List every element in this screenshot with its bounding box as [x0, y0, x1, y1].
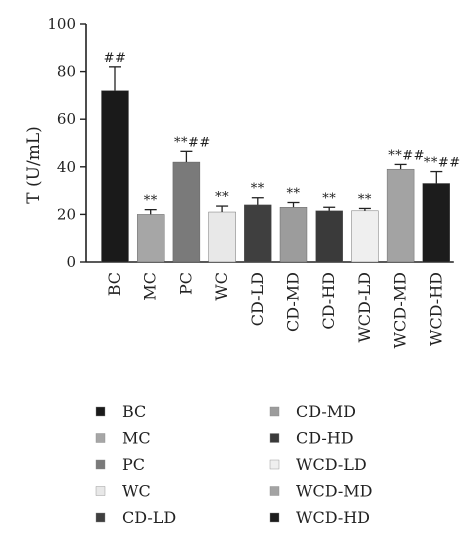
legend-label: WCD-HD: [296, 508, 370, 527]
legend-swatch: [269, 486, 280, 496]
significance-label: **##: [174, 135, 211, 150]
x-category-label: WCD-MD: [391, 272, 410, 348]
significance-label: ##: [104, 51, 127, 66]
legend-swatch: [95, 512, 106, 523]
bar-wcd-ld: [351, 210, 379, 263]
x-category-label: CD-MD: [284, 272, 303, 332]
y-tick-label: 60: [57, 110, 76, 128]
legend-swatch: [269, 433, 280, 443]
bar-cd-hd: [315, 210, 343, 263]
legend-swatch: [95, 433, 106, 443]
x-category-label: CD-LD: [248, 272, 267, 326]
y-axis-title: T (U/mL): [24, 126, 44, 203]
bar-mc: [136, 214, 165, 263]
legend-swatch: [269, 459, 280, 470]
bar-wcd-md: [386, 168, 415, 263]
bar-cd-md: [279, 207, 308, 263]
legend-swatch: [269, 406, 280, 417]
significance-label: **: [358, 192, 372, 207]
significance-label: **: [144, 194, 158, 209]
legend-label: WCD-MD: [296, 482, 372, 501]
significance-label: **##: [424, 156, 461, 171]
legend: BC MC PC WC CD-LD CD-MD CD-HD WCD-LD WCD-MD WCD-H…: [95, 402, 372, 527]
legend-swatch: [95, 486, 106, 496]
legend-label: BC: [122, 402, 146, 421]
bar-wc: [208, 211, 236, 263]
y-tick-label: 0: [66, 253, 76, 271]
bar-wcd-hd: [422, 183, 450, 263]
legend-swatch: [95, 406, 106, 417]
labels-layer: ## BC ** MC **## PC ** WC ** CD-LD ** CD-MD ** CD-HD *…: [104, 51, 461, 349]
significance-label: **: [287, 187, 301, 202]
y-tick-label: 20: [57, 205, 76, 223]
significance-label: **##: [388, 148, 425, 163]
legend-label: CD-HD: [296, 429, 354, 448]
y-tick-label: 40: [57, 158, 76, 176]
bar-cd-ld: [244, 204, 272, 263]
significance-label: **: [322, 191, 336, 206]
legend-label: MC: [122, 429, 151, 448]
y-tick-label: 80: [57, 63, 76, 81]
legend-label: CD-LD: [122, 508, 176, 527]
x-category-label: WCD-LD: [355, 272, 374, 343]
y-tick-label: 100: [47, 15, 76, 33]
legend-swatch: [269, 512, 280, 523]
x-category-label: PC: [176, 272, 195, 295]
bars-layer: [101, 66, 450, 263]
x-category-label: CD-HD: [319, 272, 338, 330]
x-category-label: WC: [212, 272, 231, 301]
x-category-label: WCD-HD: [426, 272, 445, 346]
significance-label: **: [251, 182, 265, 197]
legend-label: WC: [122, 482, 151, 501]
legend-swatch: [95, 459, 106, 470]
legend-label: PC: [122, 455, 145, 474]
legend-label: CD-MD: [296, 402, 356, 421]
bar-bc: [101, 90, 129, 263]
bar-pc: [172, 161, 201, 263]
x-category-label: MC: [141, 272, 160, 301]
x-category-label: BC: [105, 272, 124, 296]
legend-label: WCD-LD: [296, 455, 367, 474]
significance-label: **: [215, 190, 229, 205]
